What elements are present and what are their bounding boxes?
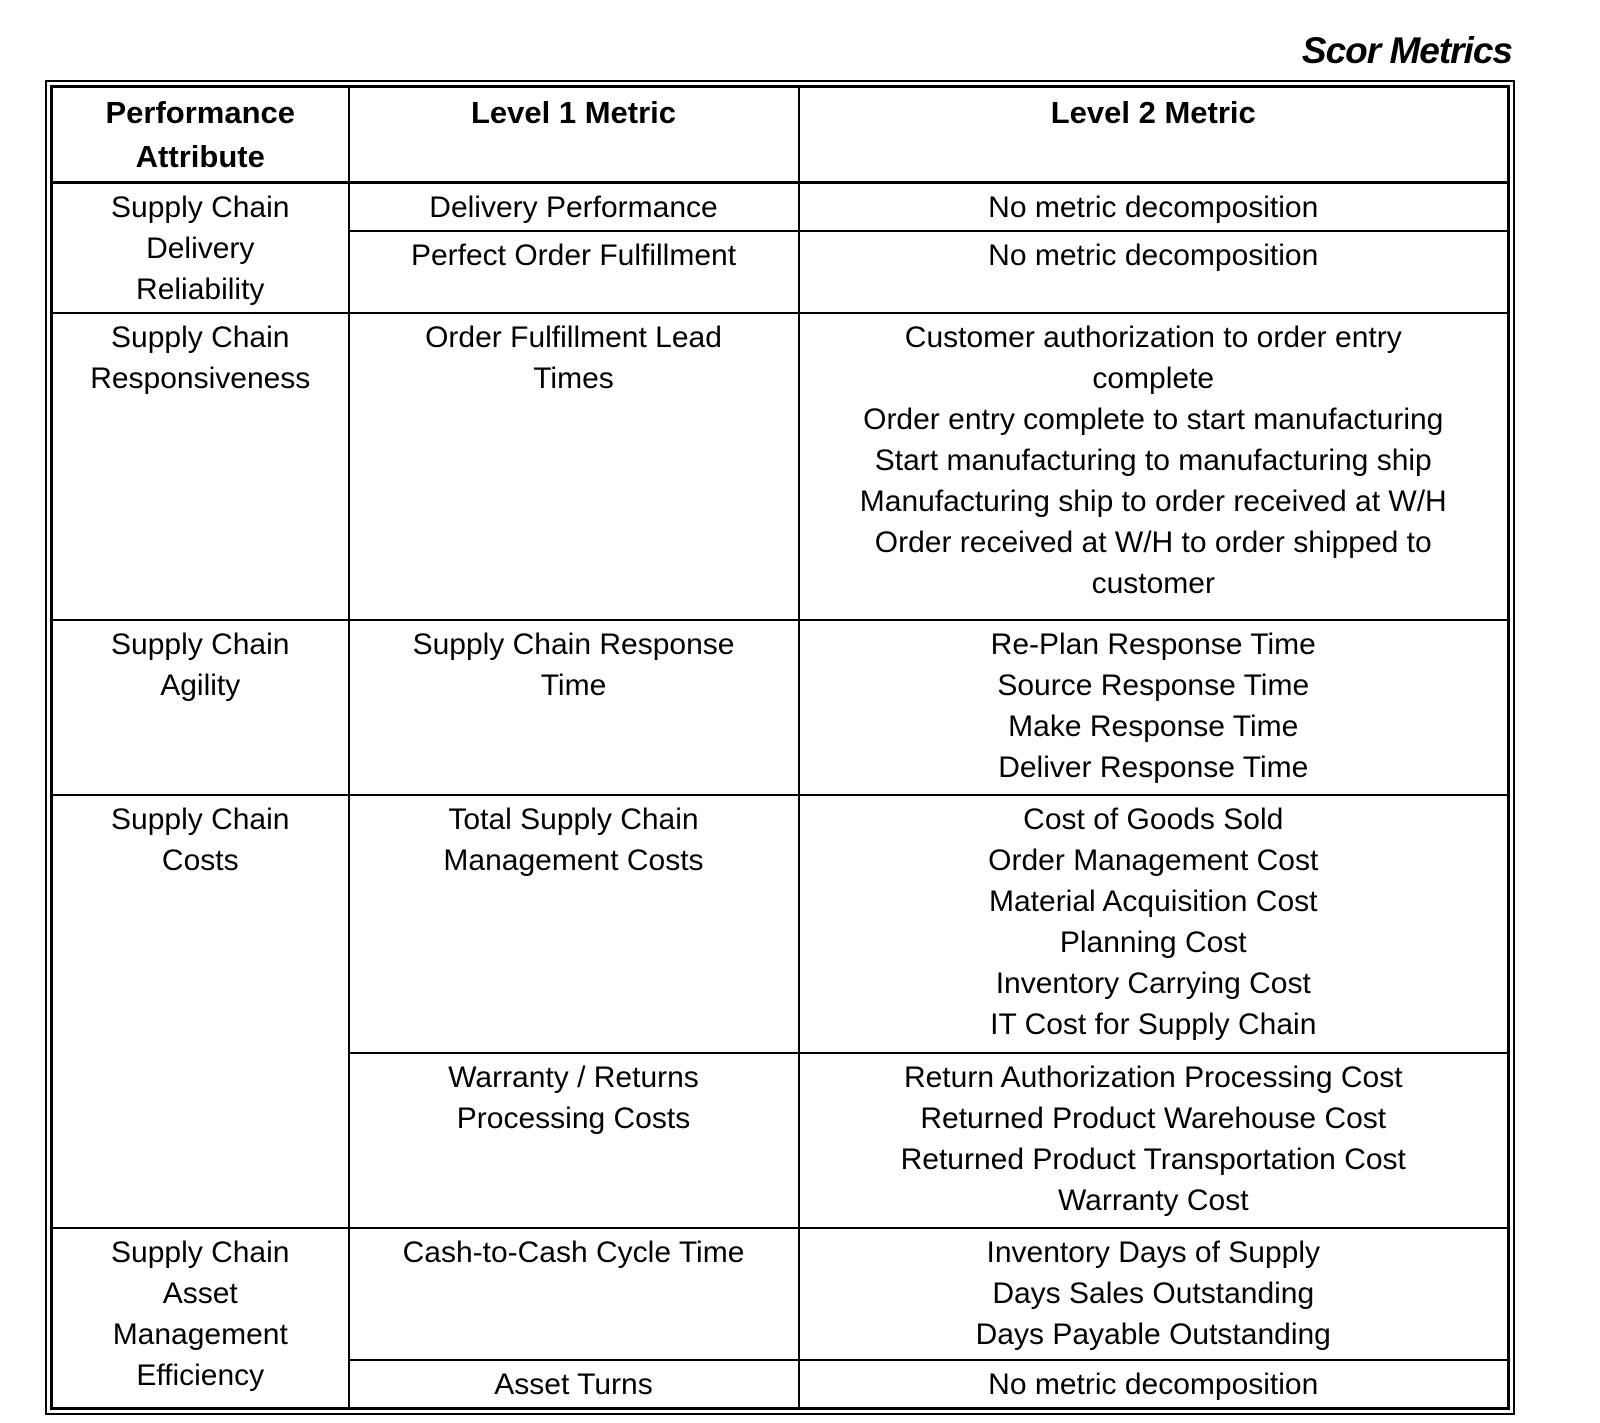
level2-metric-line: Material Acquisition Cost xyxy=(989,885,1318,918)
level2-metric-cell: No metric decomposition xyxy=(797,1359,1510,1410)
level2-metric-line: Cost of Goods Sold xyxy=(1023,803,1284,836)
level2-metric-line: Inventory Days of Supply xyxy=(986,1236,1320,1269)
level2-metric-line: Returned Product Transportation Cost xyxy=(900,1143,1406,1176)
level2-metric-line: Make Response Time xyxy=(1008,710,1299,743)
level2-metric-cell: Customer authorization to order entry co… xyxy=(797,312,1510,621)
table-row: Supply Chain Costs Total Supply Chain Man… xyxy=(50,794,1510,1229)
column-header-performance-attribute: Performance Attribute xyxy=(50,85,350,184)
level1-metric-cell: Delivery Performance xyxy=(347,181,800,233)
column-header-level1-metric: Level 1 Metric xyxy=(347,85,800,184)
level1-metric-cell: Asset Turns xyxy=(347,1359,800,1410)
level2-metric-line: Return Authorization Processing Cost xyxy=(903,1061,1403,1094)
column-header-level2-metric: Level 2 Metric xyxy=(797,85,1510,184)
level2-metric-line: Deliver Response Time xyxy=(998,751,1309,784)
level2-metric-line: Re-Plan Response Time xyxy=(990,628,1316,661)
level2-metric-line: Source Response Time xyxy=(997,669,1310,702)
level2-metric-line: Planning Cost xyxy=(1059,926,1247,959)
table-row: Warranty / Returns Processing Costs Retur… xyxy=(52,1052,1510,1229)
performance-attribute-cell: Supply Chain Responsiveness xyxy=(50,312,350,621)
level1-metric-cell: Warranty / Returns Processing Costs xyxy=(347,1052,800,1229)
level2-metric-line: Manufacturing ship to order received at … xyxy=(859,485,1447,518)
level2-metric-line: Days Payable Outstanding xyxy=(975,1318,1331,1351)
level1-metric-cell: Order Fulfillment Lead Times xyxy=(347,312,800,621)
level2-metric-line: Order entry complete to start manufactur… xyxy=(863,403,1444,436)
table-row: Supply Chain Asset Management Efficiency… xyxy=(50,1227,1510,1410)
page-title: Scor Metrics xyxy=(1301,30,1513,71)
level2-metric-line: IT Cost for Supply Chain xyxy=(990,1008,1317,1041)
level2-metric-line: Start manufacturing to manufacturing shi… xyxy=(874,444,1432,477)
level2-metric-cell: Cost of Goods Sold Order Management Cost M… xyxy=(797,794,1510,1054)
level2-metric-cell: Return Authorization Processing Cost Retu… xyxy=(797,1052,1510,1229)
performance-attribute-cell: Supply Chain Agility xyxy=(50,619,350,796)
scor-metrics-table: Performance Attribute Level 1 Metric Lev… xyxy=(50,85,1510,1410)
performance-attribute-cell: Supply Chain Asset Management Efficiency xyxy=(50,1227,350,1410)
level2-metric-line: Order received at W/H to order shipped t… xyxy=(874,526,1432,600)
level1-metric-cell: Cash-to-Cash Cycle Time xyxy=(347,1227,800,1361)
performance-attribute-cell: Supply Chain Costs xyxy=(50,794,350,1229)
level2-metric-line: No metric decomposition xyxy=(988,239,1319,273)
table-row: Perfect Order Fulfillment No metric decom… xyxy=(52,230,1510,314)
table-row: Asset Turns No metric decomposition xyxy=(52,1359,1510,1410)
metrics-table-frame: Performance Attribute Level 1 Metric Lev… xyxy=(45,80,1515,1415)
table-row: Supply Chain Delivery Reliability Deliver… xyxy=(50,181,1510,314)
level2-metric-line: No metric decomposition xyxy=(988,191,1319,224)
level2-metric-line: Warranty Cost xyxy=(1057,1184,1249,1217)
level2-metric-cell: Re-Plan Response Time Source Response Tim… xyxy=(797,619,1510,796)
performance-attribute-cell: Supply Chain Delivery Reliability xyxy=(50,181,350,314)
level1-metric-cell: Supply Chain Response Time xyxy=(347,619,800,796)
level2-metric-line: No metric decomposition xyxy=(988,1368,1319,1401)
level2-metric-line: Customer authorization to order entry co… xyxy=(904,321,1402,395)
table-row: Supply Chain Responsiveness Order Fulfill… xyxy=(50,312,1510,621)
table-header-row: Performance Attribute Level 1 Metric Lev… xyxy=(50,85,1510,184)
level2-metric-line: Inventory Carrying Cost xyxy=(995,967,1311,1000)
level1-metric-cell: Total Supply Chain Management Costs xyxy=(347,794,800,1054)
level2-metric-cell: No metric decomposition xyxy=(797,181,1510,233)
table-body: Supply Chain Delivery Reliability Deliver… xyxy=(50,181,1510,1410)
level2-metric-cell: No metric decomposition xyxy=(797,230,1510,314)
level2-metric-line: Days Sales Outstanding xyxy=(992,1277,1315,1310)
level1-metric-cell: Perfect Order Fulfillment xyxy=(347,230,800,314)
level2-metric-line: Returned Product Warehouse Cost xyxy=(920,1102,1387,1135)
level2-metric-line: Order Management Cost xyxy=(988,844,1319,877)
level2-metric-cell: Inventory Days of Supply Days Sales Outst… xyxy=(797,1227,1510,1361)
table-row: Supply Chain Agility Supply Chain Respons… xyxy=(50,619,1510,796)
